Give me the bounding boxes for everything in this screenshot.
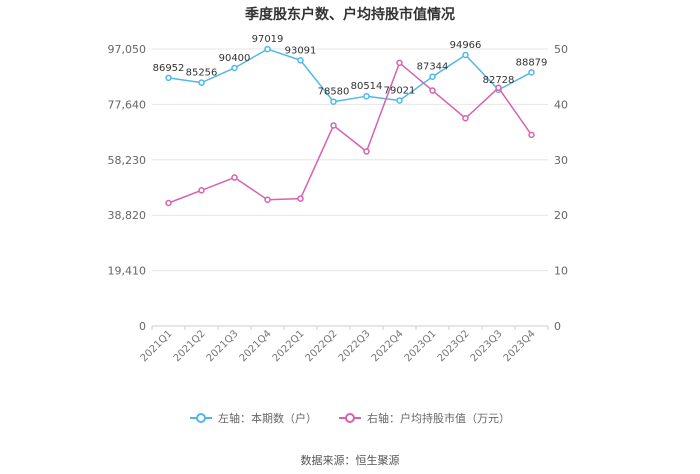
- x-axis-tick-label: 2022Q4: [370, 328, 406, 364]
- right-axis-tick-label: 30: [554, 154, 568, 167]
- avg-value-data-point: [165, 199, 172, 207]
- legend-swatch-avg-value-icon: [339, 413, 361, 423]
- left-axis-tick-label: 38,820: [108, 209, 147, 222]
- avg-value-data-point: [429, 87, 436, 94]
- households-data-label: 82728: [483, 75, 515, 86]
- x-axis-tick-label: 2023Q2: [436, 328, 472, 364]
- left-axis-tick-label: 19,410: [108, 265, 147, 278]
- legend-swatch-households-icon: [190, 413, 212, 423]
- x-axis-tick-label: 2021Q3: [205, 328, 241, 364]
- households-data-point: [231, 64, 238, 72]
- households-data-point: [165, 74, 172, 82]
- households-data-point: [462, 51, 469, 59]
- households-data-point: [198, 79, 205, 86]
- households-data-point: [429, 73, 436, 80]
- avg-value-data-point: [297, 195, 304, 202]
- legend-item-households[interactable]: 左轴：本期数（户）: [190, 410, 317, 426]
- households-data-point: [396, 97, 403, 104]
- households-data-label: 90400: [219, 53, 251, 64]
- chart-legend: 左轴：本期数（户） 右轴：户均持股市值（万元）: [0, 410, 700, 426]
- left-axis-tick-label: 58,230: [108, 154, 147, 167]
- chart-title: 季度股东户数、户均持股市值情况: [245, 7, 455, 23]
- households-data-label: 86952: [153, 63, 185, 74]
- x-axis-tick-label: 2023Q3: [469, 328, 505, 364]
- households-data-label: 85256: [186, 68, 218, 79]
- households-data-label: 88879: [516, 57, 548, 68]
- households-data-label: 94966: [450, 40, 482, 51]
- households-data-label: 93091: [285, 45, 317, 56]
- households-series-line: [168, 48, 532, 103]
- legend-label-avg-value: 右轴：户均持股市值（万元）: [367, 412, 510, 425]
- x-axis-tick-label: 2022Q3: [337, 328, 373, 364]
- x-axis-tick-label: 2022Q2: [304, 328, 340, 364]
- left-axis-tick-label: 0: [139, 320, 146, 333]
- x-axis-tick-label: 2023Q4: [502, 328, 538, 364]
- x-axis-tick-label: 2021Q2: [172, 328, 208, 364]
- avg-value-data-point: [528, 131, 535, 139]
- households-data-point: [297, 57, 304, 64]
- right-axis-tick-label: 10: [554, 265, 568, 278]
- households-data-label: 79021: [384, 85, 416, 96]
- avg-value-series-line: [168, 61, 533, 204]
- x-axis-tick-label: 2021Q4: [238, 328, 274, 364]
- households-data-label: 97019: [252, 34, 284, 45]
- households-data-label: 80514: [351, 81, 383, 92]
- left-axis-tick-label: 97,050: [108, 43, 147, 56]
- left-axis-tick-label: 77,640: [108, 98, 147, 111]
- legend-item-avg-value[interactable]: 右轴：户均持股市值（万元）: [339, 410, 510, 426]
- households-data-point: [330, 98, 337, 105]
- x-axis-tick-label: 2022Q1: [271, 328, 307, 364]
- right-axis-tick-label: 20: [554, 209, 568, 222]
- households-data-point: [264, 45, 271, 53]
- right-axis-tick-label: 50: [554, 43, 568, 56]
- avg-value-data-point: [363, 148, 370, 155]
- avg-value-data-point: [330, 122, 337, 129]
- avg-value-data-point: [198, 187, 205, 194]
- right-axis-tick-label: 40: [554, 98, 568, 111]
- households-data-label: 78580: [318, 87, 350, 98]
- right-axis-tick-label: 0: [554, 320, 561, 333]
- x-axis-tick-label: 2021Q1: [139, 328, 175, 364]
- avg-value-data-point: [495, 84, 502, 92]
- households-data-point: [363, 92, 370, 100]
- households-data-point: [528, 69, 535, 76]
- avg-value-data-point: [264, 196, 271, 203]
- x-axis-tick-label: 2023Q1: [403, 328, 439, 364]
- avg-value-data-point: [396, 59, 403, 67]
- avg-value-data-point: [231, 174, 238, 181]
- source-note: 数据来源：恒生聚源: [300, 454, 400, 467]
- avg-value-data-point: [462, 115, 469, 122]
- legend-label-households: 左轴：本期数（户）: [218, 412, 317, 425]
- households-data-label: 87344: [417, 62, 449, 73]
